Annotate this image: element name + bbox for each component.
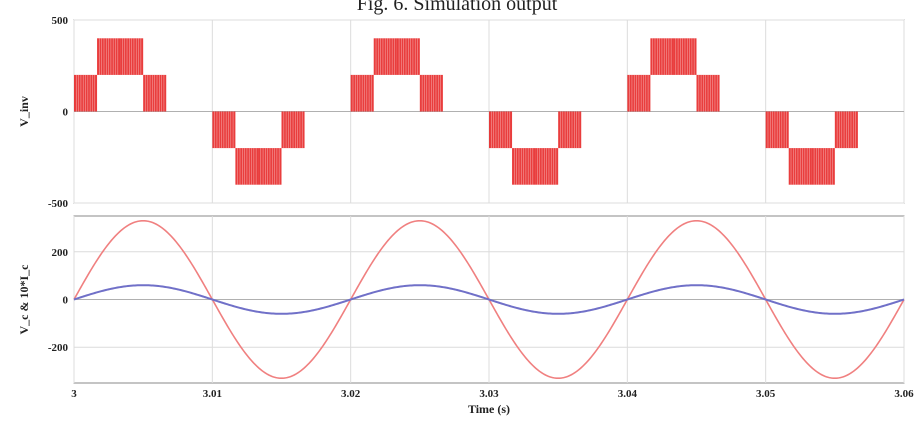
y-tick-label: 200 [52, 247, 69, 259]
y-tick-label: 0 [63, 295, 69, 307]
x-tick-label: 3.06 [894, 388, 914, 400]
series-inverter-voltage [74, 38, 858, 185]
x-tick-label: 3.04 [618, 388, 638, 400]
x-tick-label: 3.05 [756, 388, 776, 400]
x-axis-label: Time (s) [468, 402, 510, 416]
x-tick-label: 3.03 [479, 388, 499, 400]
x-tick-label: 3.02 [341, 388, 361, 400]
x-tick-label: 3 [71, 388, 77, 400]
y-tick-label: 0 [63, 107, 69, 119]
x-tick-label: 3.01 [203, 388, 222, 400]
series-capacitor-current [73, 284, 905, 315]
y-axis-label-bottom: V_c & 10*I_c [17, 264, 31, 335]
y-tick-label: -200 [48, 342, 69, 354]
y-axis-label-top: V_inv [17, 96, 31, 127]
y-tick-label: 500 [52, 15, 69, 27]
y-tick-label: -500 [48, 198, 69, 210]
figure-title: Fig. 6. Simulation output [356, 0, 558, 15]
